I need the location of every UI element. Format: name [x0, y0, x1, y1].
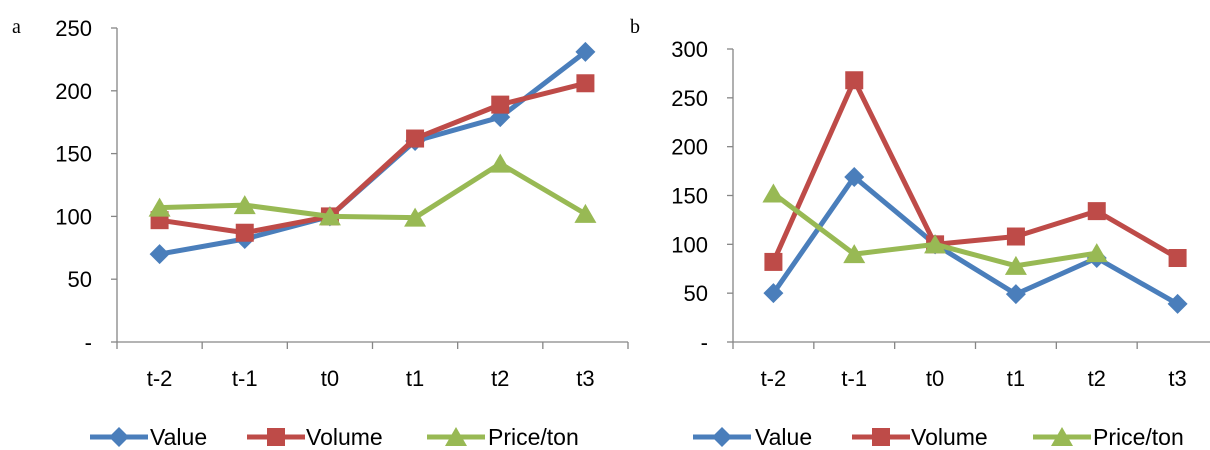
x-tick-label: t1	[406, 366, 424, 391]
series-price-ton	[148, 153, 597, 227]
data-point	[924, 234, 947, 254]
legend-label: Price/ton	[1093, 424, 1184, 450]
legend-item: Volume	[852, 424, 988, 450]
x-tick-label: t-1	[232, 366, 258, 391]
x-tick-label: t0	[926, 366, 944, 391]
legend-label: Price/ton	[488, 424, 579, 450]
data-point	[491, 95, 510, 114]
y-tick-label: 100	[671, 232, 708, 257]
x-tick-label: t3	[576, 366, 594, 391]
y-tick-label: 150	[671, 184, 708, 209]
panel-label: a	[12, 16, 21, 38]
series-line	[157, 80, 588, 236]
x-tick-label: t3	[1168, 366, 1186, 391]
x-tick-label: t2	[491, 366, 509, 391]
legend-item: Price/ton	[427, 424, 579, 450]
chart-panel-a: a - 50 100 150 200 250 t-2 t-1 t0 t1 t2 t3 Value Volum…	[12, 16, 629, 450]
data-point	[762, 183, 785, 203]
y-tick-label: 100	[55, 204, 92, 229]
data-point	[1168, 249, 1187, 268]
x-tick-label: t-1	[841, 366, 867, 391]
data-point	[1006, 227, 1025, 246]
data-point	[1167, 293, 1188, 314]
data-point	[149, 244, 170, 265]
legend-item: Value	[90, 424, 207, 450]
legend-marker	[267, 428, 285, 446]
data-point	[843, 244, 866, 264]
legend-item: Volume	[247, 424, 383, 450]
x-tick-label: t-2	[761, 366, 787, 391]
x-tick-label: t1	[1007, 366, 1025, 391]
data-point	[575, 41, 596, 62]
data-point	[845, 71, 864, 90]
series-price-ton	[762, 183, 1108, 275]
data-point	[1004, 255, 1027, 275]
x-tick-label: t0	[321, 366, 339, 391]
legend-marker	[1051, 427, 1073, 446]
data-point	[489, 153, 512, 173]
series-line	[770, 174, 1181, 307]
data-point	[318, 206, 341, 226]
data-point	[844, 166, 865, 187]
x-tick-label: t2	[1088, 366, 1106, 391]
series-value	[763, 166, 1188, 314]
series-line	[157, 49, 588, 257]
legend-label: Volume	[911, 424, 988, 450]
legend-marker	[109, 427, 129, 447]
data-point	[1085, 243, 1108, 263]
chart-panel-b: b - 50 100 150 200 250 300 t-2 t-1 t0 t1 t2 t3 Value Vo…	[630, 16, 1210, 450]
series-line	[770, 191, 1100, 269]
data-point	[233, 195, 256, 215]
data-point	[406, 129, 425, 148]
y-tick-label: -	[701, 330, 708, 355]
data-point	[574, 203, 597, 223]
legend-marker	[872, 428, 890, 446]
y-tick-label: -	[85, 330, 92, 355]
y-tick-label: 200	[55, 79, 92, 104]
legend-label: Value	[150, 424, 207, 450]
legend-item: Value	[693, 424, 812, 450]
legend-marker	[712, 427, 732, 447]
y-tick-label: 200	[671, 135, 708, 160]
data-point	[1005, 284, 1026, 305]
data-point	[148, 197, 171, 217]
series-line	[157, 161, 588, 221]
legend-label: Volume	[306, 424, 383, 450]
y-tick-label: 250	[671, 86, 708, 111]
y-tick-label: 50	[68, 267, 92, 292]
legend-item: Price/ton	[1033, 424, 1184, 450]
y-tick-label: 50	[684, 281, 708, 306]
data-point	[1087, 202, 1106, 221]
data-point	[404, 207, 427, 227]
x-tick-label: t-2	[147, 366, 173, 391]
panel-label: b	[630, 16, 640, 38]
data-point	[576, 74, 595, 93]
y-tick-label: 250	[55, 16, 92, 41]
data-point	[763, 283, 784, 304]
data-point	[235, 223, 254, 242]
legend-label: Value	[755, 424, 812, 450]
y-tick-label: 300	[671, 37, 708, 62]
legend-marker	[445, 427, 467, 446]
data-point	[764, 252, 783, 271]
y-tick-label: 150	[55, 142, 92, 167]
series-volume	[764, 71, 1187, 271]
series-line	[770, 77, 1181, 265]
